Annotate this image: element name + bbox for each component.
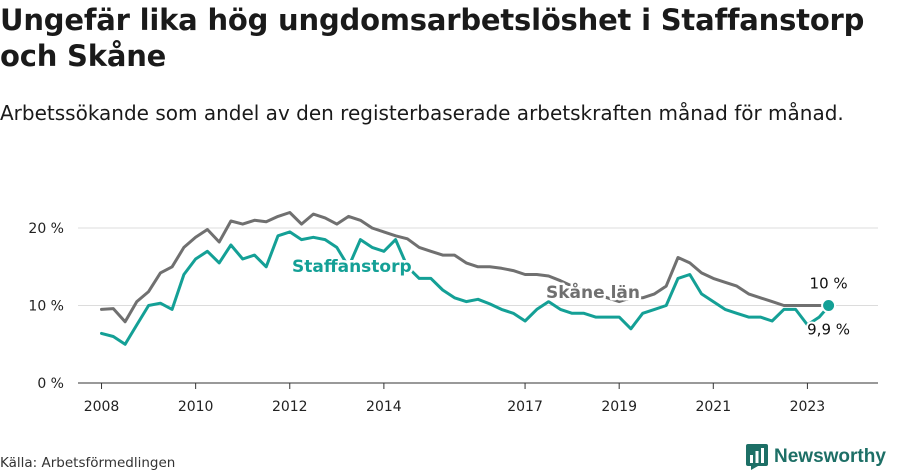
x-tick-label: 2010 bbox=[178, 399, 214, 415]
brand-name: Newsworthy bbox=[774, 446, 886, 467]
y-tick-label: 10 % bbox=[28, 299, 64, 315]
x-tick-label: 2019 bbox=[601, 399, 637, 415]
y-tick-label: 0 % bbox=[37, 376, 64, 392]
x-axis: 2008 2010 2012 2014 2017 2019 2021 2023 bbox=[78, 382, 878, 415]
series-lines bbox=[100, 211, 831, 346]
series-labels: Staffanstorp Skåne län 10 % 9,9 % bbox=[290, 255, 853, 341]
series-label-skane: Skåne län bbox=[546, 281, 640, 303]
grid-lines bbox=[78, 227, 878, 384]
end-label-staffanstorp: 9,9 % bbox=[807, 320, 850, 338]
source-note: Källa: Arbetsförmedlingen bbox=[0, 455, 176, 471]
series-line-staffanstorp bbox=[100, 230, 831, 346]
series-line-sk-ne-l-n bbox=[100, 211, 831, 324]
x-tick-label: 2008 bbox=[84, 399, 120, 415]
x-tick-label: 2023 bbox=[790, 399, 826, 415]
x-tick-label: 2021 bbox=[695, 399, 731, 415]
y-tick-label: 20 % bbox=[28, 221, 64, 237]
series-label-staffanstorp: Staffanstorp bbox=[292, 257, 412, 277]
x-tick-label: 2012 bbox=[272, 399, 308, 415]
chart-title: Ungefär lika hög ungdomsarbetslöshet i S… bbox=[0, 3, 865, 73]
y-axis: 0 % 10 % 20 % bbox=[28, 221, 64, 392]
end-label-skane: 10 % bbox=[810, 275, 848, 293]
chart-subtitle: Arbetssökande som andel av den registerb… bbox=[0, 101, 844, 125]
newsworthy-icon bbox=[746, 444, 768, 470]
x-tick-label: 2017 bbox=[507, 399, 543, 415]
brand-logo: Newsworthy bbox=[746, 444, 886, 470]
end-point-marker bbox=[821, 298, 837, 313]
x-tick-label: 2014 bbox=[366, 399, 402, 415]
